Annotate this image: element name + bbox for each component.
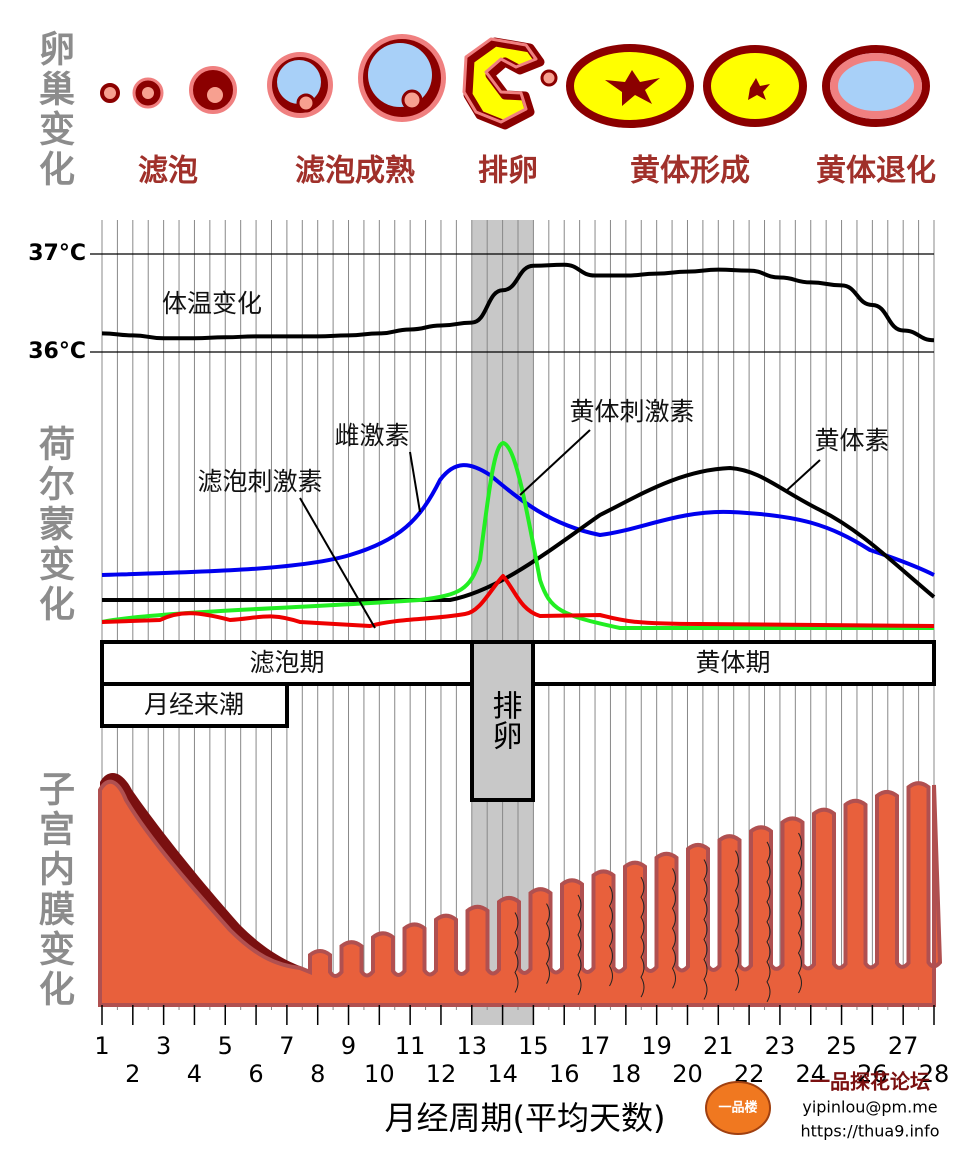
gland: [797, 832, 802, 994]
email: yipinlou@pm.me: [802, 1098, 937, 1117]
gland: [608, 885, 613, 987]
x-tick-label: 6: [248, 1060, 263, 1088]
menstruation-box: [100, 682, 289, 728]
ovulation-box: [470, 640, 535, 802]
phase-label: 黄体期: [695, 648, 770, 677]
x-tick-label: 23: [765, 1032, 796, 1060]
hormone-label: 黄体素: [814, 426, 889, 455]
x-tick-label: 2: [125, 1060, 140, 1088]
x-tick-label: 3: [156, 1032, 171, 1060]
x-tick-label: 11: [395, 1032, 426, 1060]
gland: [545, 903, 550, 984]
gland: [577, 894, 582, 996]
y-tick-label: 36°C: [28, 339, 86, 364]
luteal-box: [531, 640, 936, 686]
gland: [671, 868, 676, 989]
x-tick-label: 27: [888, 1032, 919, 1060]
y-tick-label: 37°C: [28, 241, 86, 266]
gland: [734, 850, 739, 991]
x-tick-label: 10: [364, 1060, 395, 1088]
gland: [766, 841, 771, 1003]
x-tick-label: 13: [457, 1032, 488, 1060]
hormone-curves: [101, 429, 936, 630]
x-tick-label: 26: [857, 1060, 888, 1088]
hormone-label: 滤泡刺激素: [197, 467, 322, 496]
logo: [705, 1081, 771, 1135]
x-tick-label: 8: [310, 1060, 325, 1088]
gland: [703, 859, 708, 1000]
x-tick-label: 21: [703, 1032, 734, 1060]
url: https://thua9.info: [801, 1122, 940, 1141]
site-name: 一品探花论坛: [810, 1070, 930, 1094]
x-tick-label: 7: [279, 1032, 294, 1060]
x-tick-label: 1: [94, 1032, 109, 1060]
temperature-line: [101, 262, 935, 343]
x-axis-label: 月经周期(平均天数): [385, 1099, 666, 1137]
stage-label: 黄体退化: [816, 154, 936, 189]
x-tick-label: 25: [826, 1032, 857, 1060]
x-tick-label: 16: [549, 1060, 580, 1088]
stage-label: 黄体形成: [630, 154, 750, 189]
x-tick-label: 15: [518, 1032, 549, 1060]
x-tick-label: 28: [919, 1060, 950, 1088]
phase-label: 月经来潮: [144, 690, 244, 719]
hormone-label: 黄体刺激素: [569, 397, 694, 426]
hormone-label: 雌激素: [334, 421, 409, 450]
x-tick-label: 9: [341, 1032, 356, 1060]
x-tick-label: 14: [487, 1060, 518, 1088]
x-tick-label: 24: [795, 1060, 826, 1088]
x-tick-label: 17: [580, 1032, 611, 1060]
x-tick-label: 20: [672, 1060, 703, 1088]
x-tick-label: 12: [426, 1060, 457, 1088]
endometrium-title: 子宫内膜变化: [33, 770, 75, 1010]
x-tick-label: 5: [218, 1032, 233, 1060]
hormone-title: 荷尔蒙变化: [33, 425, 75, 625]
ovary-title: 卵巢变化: [33, 30, 75, 190]
gland: [514, 912, 519, 993]
stage-label: 滤泡成熟: [295, 154, 415, 189]
stage-label: 排卵: [478, 154, 538, 189]
x-tick-label: 19: [641, 1032, 672, 1060]
x-tick-label: 18: [611, 1060, 642, 1088]
x-tick-label: 4: [187, 1060, 202, 1088]
temperature-label: 体温变化: [162, 289, 262, 318]
phase-label: 排卵: [487, 690, 522, 750]
logo-text: 一品楼: [718, 1100, 757, 1116]
stage-label: 滤泡: [138, 154, 198, 189]
endometrium: [98, 772, 943, 1007]
gland: [640, 876, 645, 998]
phase-label: 滤泡期: [249, 648, 324, 677]
endometrium-layer: [98, 779, 943, 1007]
ovary-icons: [100, 34, 930, 130]
